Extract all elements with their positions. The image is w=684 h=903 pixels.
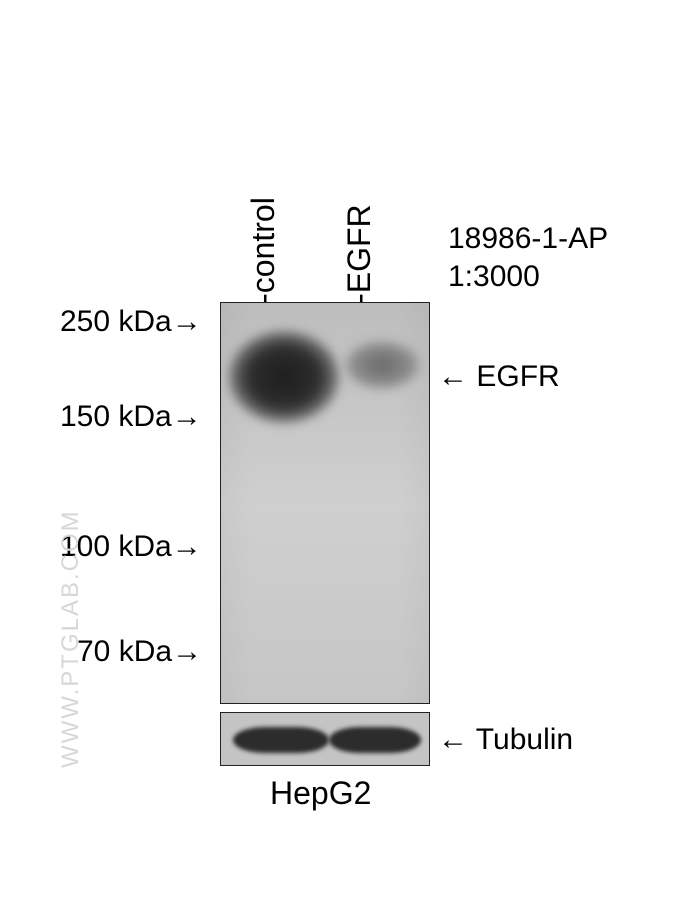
- band-tubulin-lane1: [233, 727, 329, 753]
- arrow-right-icon: →: [172, 400, 202, 434]
- marker-250: 250 kDa→: [60, 305, 202, 339]
- arrow-left-icon: ←: [438, 723, 468, 756]
- band-tubulin-lane2: [329, 727, 421, 753]
- egfr-text: EGFR: [476, 360, 559, 393]
- marker-70-text: 70 kDa: [77, 635, 172, 668]
- sample-name: HepG2: [270, 775, 371, 812]
- blot-tubulin-panel: [220, 712, 430, 766]
- label-egfr: ← EGFR: [438, 360, 560, 394]
- label-tubulin: ← Tubulin: [438, 723, 573, 757]
- blot-main-panel: [220, 302, 430, 704]
- tubulin-text: Tubulin: [476, 723, 573, 756]
- arrow-right-icon: →: [172, 305, 202, 339]
- arrow-right-icon: →: [172, 530, 202, 564]
- watermark-text: WWW.PTGLAB.COM: [57, 509, 85, 768]
- western-blot-figure: si-control si-EGFR 18986-1-AP 1:3000 250…: [0, 0, 684, 903]
- marker-150-text: 150 kDa: [60, 400, 172, 433]
- arrow-left-icon: ←: [438, 360, 468, 393]
- marker-150: 150 kDa→: [60, 400, 202, 434]
- antibody-dilution: 1:3000: [448, 260, 540, 294]
- marker-250-text: 250 kDa: [60, 305, 172, 338]
- marker-70: 70 kDa→: [77, 635, 202, 669]
- arrow-right-icon: →: [172, 635, 202, 669]
- lane-shadow: [221, 303, 429, 703]
- antibody-catalog: 18986-1-AP: [448, 222, 608, 256]
